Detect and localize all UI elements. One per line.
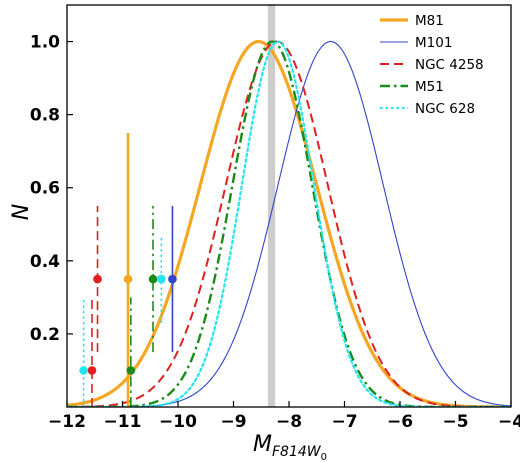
y-tick-label-2: 0.6 xyxy=(30,179,60,199)
x-tick-label-5: −7 xyxy=(331,412,357,432)
x-tick-label-4: −8 xyxy=(276,412,302,432)
marker-1-0 xyxy=(168,274,177,284)
legend-label-0: M81 xyxy=(415,13,444,29)
y-tick-label-4: 1.0 xyxy=(30,33,60,53)
x-tick-label-6: −6 xyxy=(387,412,413,432)
y-axis-label: N xyxy=(9,204,34,220)
marker-2-0 xyxy=(93,274,102,284)
marker-4-0 xyxy=(157,274,166,284)
marker-0-0 xyxy=(123,274,133,284)
series-line-2 xyxy=(67,40,511,407)
series-line-3 xyxy=(67,40,511,407)
y-tick-label-1: 0.4 xyxy=(30,252,60,272)
marker-2-1 xyxy=(87,366,97,375)
x-tick-label-0: −12 xyxy=(48,412,86,432)
x-tick-label-1: −11 xyxy=(104,412,142,432)
highlight-band xyxy=(267,5,276,407)
y-tick-label-0: 0.2 xyxy=(30,325,60,345)
x-axis-label: MF814W0 xyxy=(253,432,327,462)
tick-layer: −12 −11 −10 −9 −8 −7 −6 −5 −4 0.2 0.4 0.6 0.8 1.0 xyxy=(30,33,520,432)
x-axis-label-main: M xyxy=(253,432,272,457)
x-tick-label-8: −4 xyxy=(498,412,520,432)
marker-3-0 xyxy=(148,274,158,284)
marker-4-1 xyxy=(79,366,88,375)
x-tick-label-3: −9 xyxy=(220,412,246,432)
legend-label-2: NGC 4258 xyxy=(415,57,484,73)
band-layer xyxy=(267,5,276,407)
y-tick-label-3: 0.8 xyxy=(30,106,60,126)
legend-label-1: M101 xyxy=(415,35,452,51)
x-axis-label-subsub: 0 xyxy=(321,452,327,462)
series-line-0 xyxy=(67,39,511,407)
x-axis-label-sub: F814W xyxy=(272,444,322,460)
marker-3-1 xyxy=(126,366,136,375)
marker-layer xyxy=(79,132,177,407)
legend: M81 M101 NGC 4258 M51 NGC 628 xyxy=(380,13,484,117)
legend-label-3: M51 xyxy=(415,79,444,95)
legend-label-4: NGC 628 xyxy=(415,101,475,117)
x-tick-label-7: −5 xyxy=(442,412,468,432)
x-tick-label-2: −10 xyxy=(159,412,197,432)
